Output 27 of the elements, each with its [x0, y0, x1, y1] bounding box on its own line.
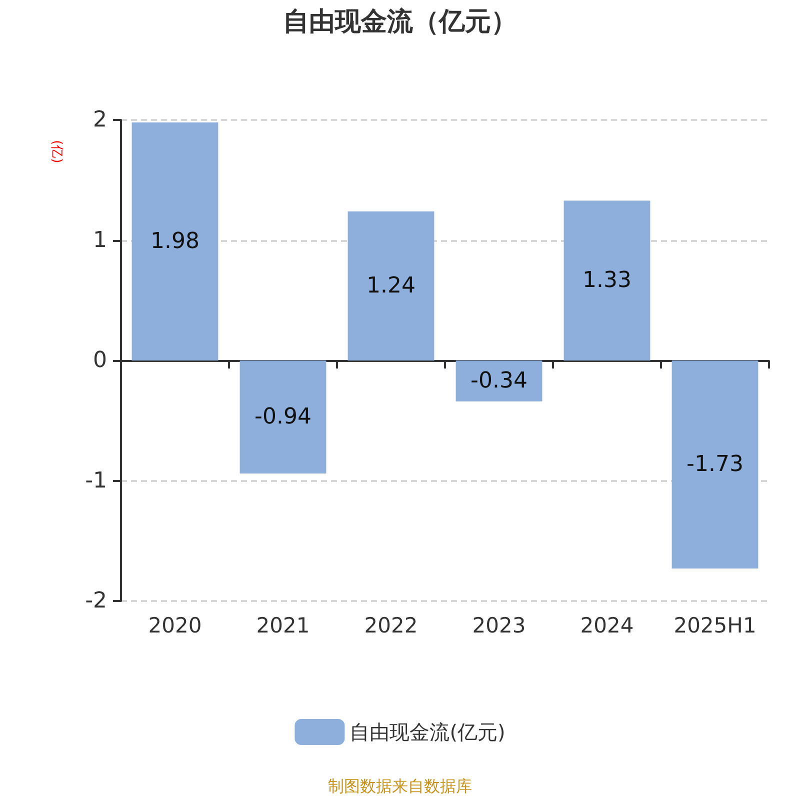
legend-label: 自由现金流(亿元)	[350, 720, 506, 744]
data-label: -0.94	[254, 404, 312, 430]
text: 制图数据来自数据库	[328, 776, 472, 796]
x-tick-label: 2025H1	[674, 614, 756, 638]
y-axis-title: (亿)	[49, 140, 64, 164]
chart-title: 自由现金流（亿元）	[283, 7, 517, 37]
y-tick-label: 1	[93, 228, 107, 253]
bar	[456, 360, 542, 402]
x-tick-label: 2024	[580, 614, 634, 638]
y-tick-label: 2	[93, 108, 107, 132]
data-label: 1.33	[582, 268, 632, 294]
data-label: -0.34	[470, 368, 528, 394]
x-tick-label: 2023	[472, 614, 526, 638]
y-tick-label: 0	[93, 348, 107, 373]
bar	[564, 200, 650, 360]
x-tick-label: 2022	[364, 614, 418, 638]
bar	[672, 360, 758, 569]
data-label: 1.98	[150, 228, 200, 254]
y-tick-label: -1	[85, 468, 107, 494]
bar	[132, 122, 218, 360]
bar	[240, 360, 326, 474]
data-label: -1.73	[686, 452, 744, 478]
y-tick-label: -2	[85, 588, 107, 614]
bar	[348, 211, 434, 360]
x-tick-label: 2020	[148, 614, 202, 638]
data-label: 1.24	[366, 273, 416, 298]
x-tick-label: 2021	[256, 614, 310, 638]
